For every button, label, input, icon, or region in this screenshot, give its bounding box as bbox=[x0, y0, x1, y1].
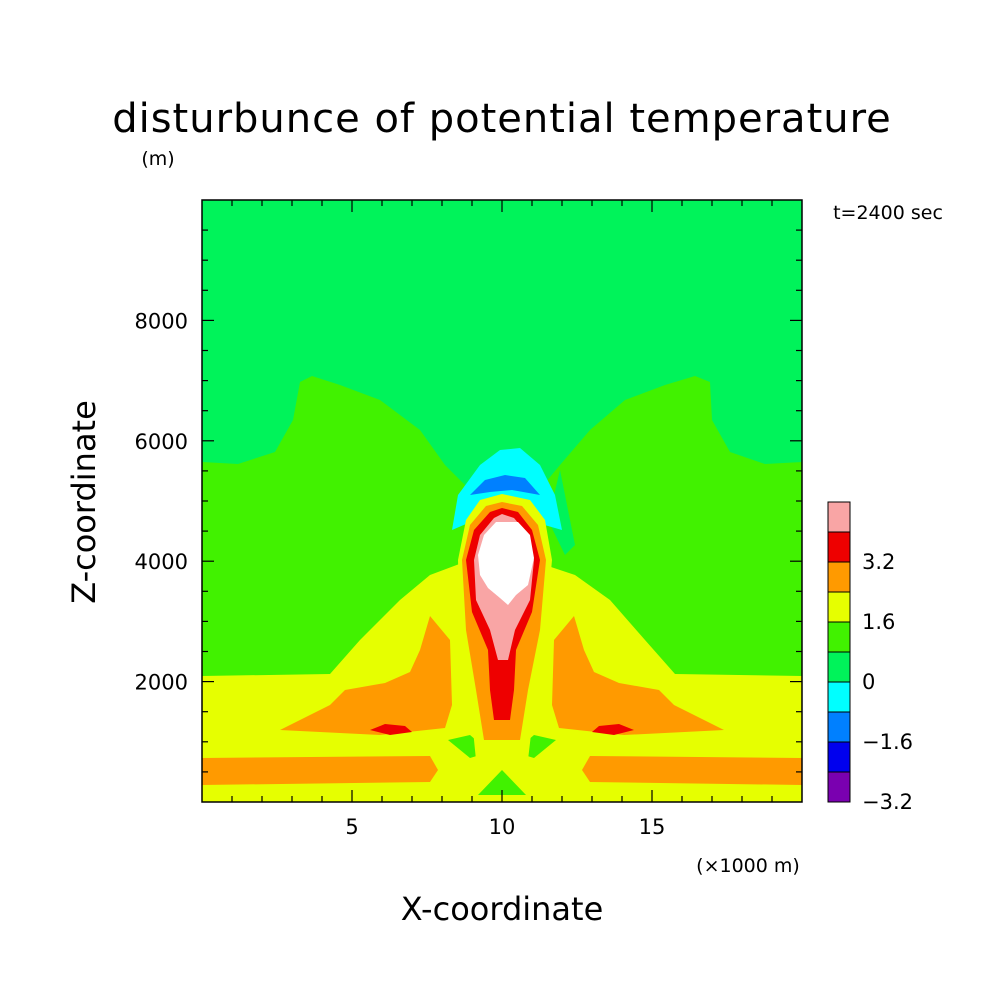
y-axis-label: Z-coordinate bbox=[65, 400, 103, 604]
colorbar-segment bbox=[827, 711, 851, 743]
y-tick-label: 6000 bbox=[135, 430, 188, 454]
orange-band-bottom-right bbox=[582, 756, 802, 785]
time-label: t=2400 sec bbox=[833, 202, 943, 224]
axis-tick-labels: 5 10 15 2000 4000 6000 8000 bbox=[135, 309, 666, 839]
colorbar-label: 3.2 bbox=[862, 550, 895, 574]
colorbar-segment bbox=[827, 741, 851, 773]
colorbar-segment bbox=[827, 531, 851, 563]
red-spot-right bbox=[592, 724, 634, 735]
plume-core bbox=[478, 522, 534, 605]
x-tick-label: 10 bbox=[489, 815, 516, 839]
colorbar-segment bbox=[827, 591, 851, 623]
x-tick-label: 15 bbox=[639, 815, 666, 839]
colorbar-segment bbox=[827, 621, 851, 653]
chart-title: disturbunce of potential temperature bbox=[112, 96, 892, 142]
orange-lobe-right bbox=[552, 616, 724, 735]
orange-lobe-left bbox=[280, 616, 452, 735]
colorbar: 3.2 1.6 0 −1.6 −3.2 bbox=[827, 501, 913, 814]
colorbar-label: −3.2 bbox=[862, 790, 913, 814]
negative-blue-cap bbox=[470, 475, 540, 495]
colorbar-label: 1.6 bbox=[862, 610, 895, 634]
axis-ticks bbox=[202, 200, 802, 802]
zero-notch-center bbox=[548, 470, 575, 555]
y-tick-label: 8000 bbox=[135, 309, 188, 333]
colorbar-label: −1.6 bbox=[862, 730, 913, 754]
x-tick-label: 5 bbox=[345, 815, 358, 839]
x-axis-label: X-coordinate bbox=[401, 890, 604, 928]
colorbar-label: 0 bbox=[862, 670, 875, 694]
orange-band-bottom-left bbox=[202, 756, 438, 785]
colorbar-segment bbox=[827, 501, 851, 533]
y-unit-label: (m) bbox=[141, 148, 174, 170]
y-tick-label: 4000 bbox=[135, 550, 188, 574]
colorbar-segment bbox=[827, 651, 851, 683]
red-spot-left bbox=[370, 724, 412, 735]
y-tick-label: 2000 bbox=[135, 671, 188, 695]
x-unit-label: (×1000 m) bbox=[696, 855, 800, 877]
colorbar-segment bbox=[827, 561, 851, 593]
contour-field bbox=[202, 200, 802, 802]
colorbar-segment bbox=[827, 771, 851, 803]
colorbar-segment bbox=[827, 681, 851, 713]
